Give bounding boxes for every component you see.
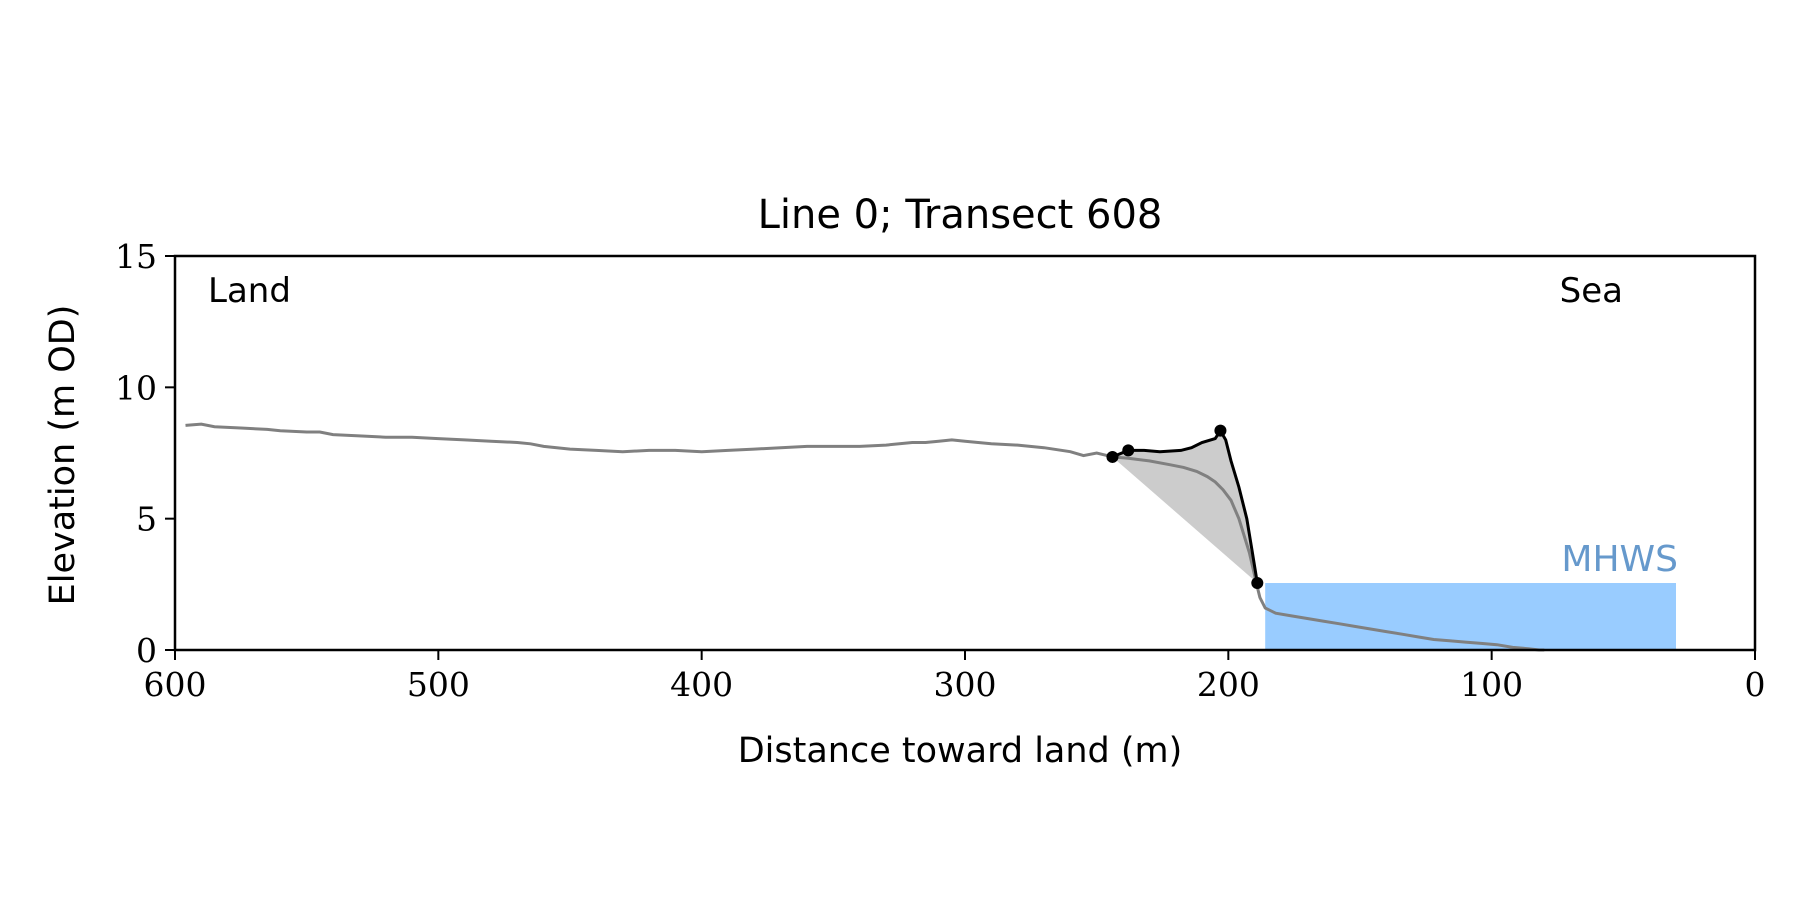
x-tick-label: 200 [1197, 665, 1260, 704]
cliff-line [1111, 427, 1259, 584]
x-axis-label: Distance toward land (m) [738, 731, 1183, 771]
plot-area [185, 422, 1676, 652]
land-label: Land [208, 271, 291, 311]
mhws-band [1265, 583, 1676, 650]
x-tick-label: 100 [1460, 665, 1523, 704]
y-tick-label: 5 [136, 500, 157, 539]
profile-line [185, 422, 1545, 652]
x-tick-label: 500 [407, 665, 470, 704]
axes: 600 500 400 300 200 100 0 0 5 10 15 [115, 237, 1766, 704]
x-tick-label: 600 [144, 665, 207, 704]
cliff-point [1214, 424, 1227, 437]
x-tick-label: 0 [1745, 665, 1766, 704]
cliff-point [1106, 450, 1119, 463]
sea-label: Sea [1560, 271, 1623, 311]
y-tick-label: 0 [136, 631, 157, 670]
y-tick-label: 15 [115, 237, 157, 276]
cliff-fill [1112, 430, 1258, 584]
mhws-label: MHWS [1561, 539, 1678, 580]
x-tick-label: 400 [670, 665, 733, 704]
cliff-point [1122, 444, 1135, 457]
chart-title: Line 0; Transect 608 [758, 192, 1163, 238]
cliff-point [1251, 577, 1264, 590]
y-tick-label: 10 [115, 368, 157, 407]
x-tick-label: 300 [934, 665, 997, 704]
y-axis-label: Elevation (m OD) [43, 305, 83, 606]
